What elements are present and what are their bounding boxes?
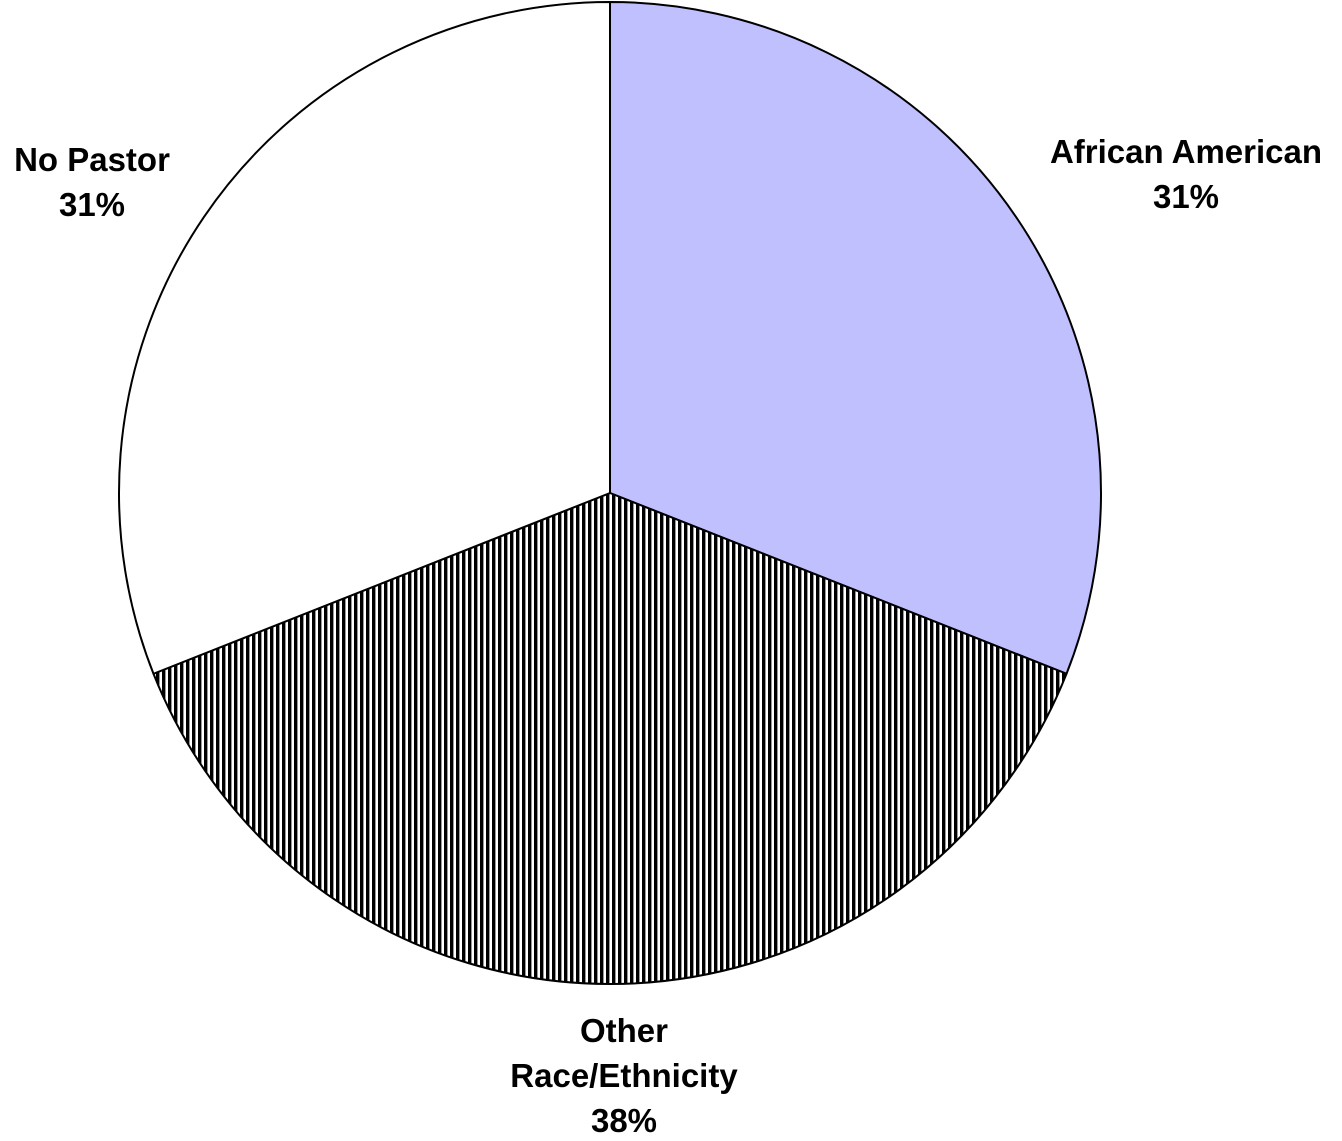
pie-slice-other-race-ethnicity xyxy=(152,492,1068,986)
slice-percent-other-race-ethnicity: 38% xyxy=(591,1102,657,1139)
pie-slice-african-american xyxy=(609,1,1102,675)
slice-percent-african-american: 31% xyxy=(1153,178,1219,215)
slice-label-other-race-ethnicity: Other xyxy=(580,1012,668,1049)
slice-percent-no-pastor: 31% xyxy=(59,186,125,223)
pie-slice-no-pastor xyxy=(118,1,611,675)
slice-label-no-pastor: No Pastor xyxy=(14,141,170,178)
slice-label-african-american: African American xyxy=(1050,133,1322,170)
slice-label-other-race-ethnicity: Race/Ethnicity xyxy=(510,1057,738,1094)
